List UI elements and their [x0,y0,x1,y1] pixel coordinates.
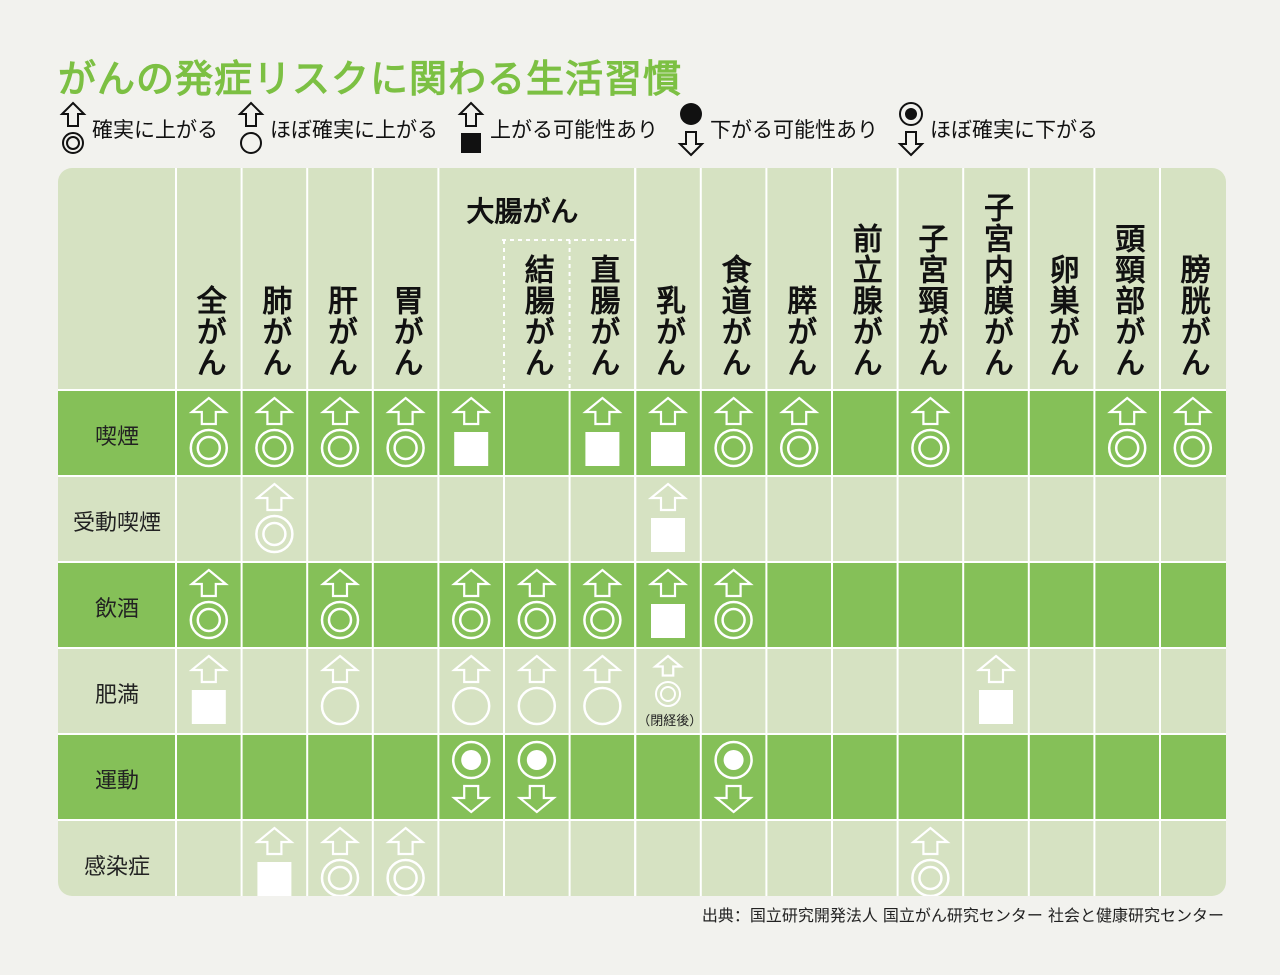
bullseye-arrow-down-icon [713,740,754,814]
column-header: 前立腺がん [846,223,882,378]
arrow-up-double-circle-icon [385,396,426,468]
arrow-up-double-circle-icon [910,396,951,468]
menopause-note: （閉経後） [637,714,703,729]
arrow-up-double-circle-icon [1107,396,1148,468]
row-label: 受動喫煙 [72,511,161,536]
arrow-up-double-circle-icon [910,826,951,896]
legend-item-up-double: 確実に上がる [58,100,218,158]
row-label: 肥満 [94,683,139,708]
arrow-up-double-circle-icon [779,396,820,468]
arrow-up-square-icon [647,482,689,552]
arrow-up-double-circle-icon [319,396,361,468]
arrow-up-double-circle-icon [254,396,295,468]
legend: 確実に上がる ほぼ確実に上がる 上がる可能性あり 下がる可能性あり ほぼ確実に下… [58,100,1098,158]
row-label: 運動 [94,769,139,794]
column-header: 胃がん [387,285,423,378]
row-highlight-bg [58,734,1226,820]
legend-item-down-bullseye: ほぼ確実に下がる [896,100,1098,158]
column-header: 食道がん [715,254,751,378]
bullseye-arrow-down-icon [897,102,925,157]
page-title: がんの発症リスクに関わる生活習慣 [58,57,683,101]
column-header: 子宮内膜がん [978,192,1013,378]
dot-arrow-down-icon [677,103,705,157]
arrow-up-double-circle-icon [516,568,557,640]
column-header: 直腸がん [584,254,620,378]
column-header: 結腸がん [518,254,554,378]
arrow-up-square-icon [457,101,485,153]
column-header: 肝がん [322,285,357,378]
arrow-up-double-circle-icon [59,101,87,154]
arrow-up-circle-icon [451,654,492,726]
column-header: 子宮頸がん [912,223,948,378]
arrow-up-double-circle-icon [188,396,229,468]
arrow-up-circle-icon [582,654,623,726]
row-highlight-bg [58,562,1226,648]
arrow-up-double-circle-icon [319,826,361,896]
legend-item-up-square: 上がる可能性あり [456,100,658,158]
column-header: 乳がん [650,285,685,378]
arrow-up-square-icon [975,654,1017,724]
legend-item-down-dot: 下がる可能性あり [676,100,878,158]
column-header: 頭頸部がん [1109,223,1145,378]
row-label: 感染症 [83,855,150,880]
row-label: 飲酒 [94,597,139,622]
arrow-up-double-circle-icon [188,568,229,640]
arrow-up-square-icon [188,654,229,724]
source-credit: 出典：国立研究開発法人 国立がん研究センター 社会と健康研究センター [701,906,1224,925]
arrow-up-double-circle-icon [713,568,754,640]
arrow-up-square-icon [647,396,689,466]
arrow-up-double-circle-icon [713,396,754,468]
group-header-colorectal: 大腸がん [466,195,579,228]
arrow-up-double-circle-icon [385,826,426,896]
legend-item-up-circle: ほぼ確実に上がる [236,100,438,158]
arrow-up-square-icon [582,396,623,466]
arrow-up-circle-icon [319,654,361,726]
arrow-up-double-circle-icon [582,568,623,640]
arrow-up-square-icon [647,568,689,638]
arrow-up-double-circle-icon [451,568,492,640]
column-header: 全がん [190,285,226,378]
column-header: 膵がん [781,285,817,378]
arrow-up-square-icon [451,396,492,466]
arrow-up-double-circle-icon [254,482,295,554]
column-header: 肺がん [256,285,292,378]
row-label: 喫煙 [94,425,139,450]
risk-table: 大腸がん 全がん 肺がん 肝がん 胃がん 結腸がん 直腸がん 乳がん 食道がん 膵がん 前立腺がん… [58,168,1226,896]
bullseye-arrow-down-icon [516,740,557,814]
arrow-up-double-circle-icon [319,568,361,640]
arrow-up-circle-icon [237,101,265,154]
row-highlight-bg [58,390,1226,476]
arrow-up-double-circle-icon [1172,396,1213,468]
column-header: 卵巣がん [1043,254,1079,378]
column-header: 膀胱がん [1174,254,1210,378]
arrow-up-double-circle-icon [652,654,684,707]
arrow-up-circle-icon [516,654,557,726]
arrow-up-square-icon [254,826,295,896]
table-grid [58,168,1226,896]
bullseye-arrow-down-icon [451,740,492,814]
